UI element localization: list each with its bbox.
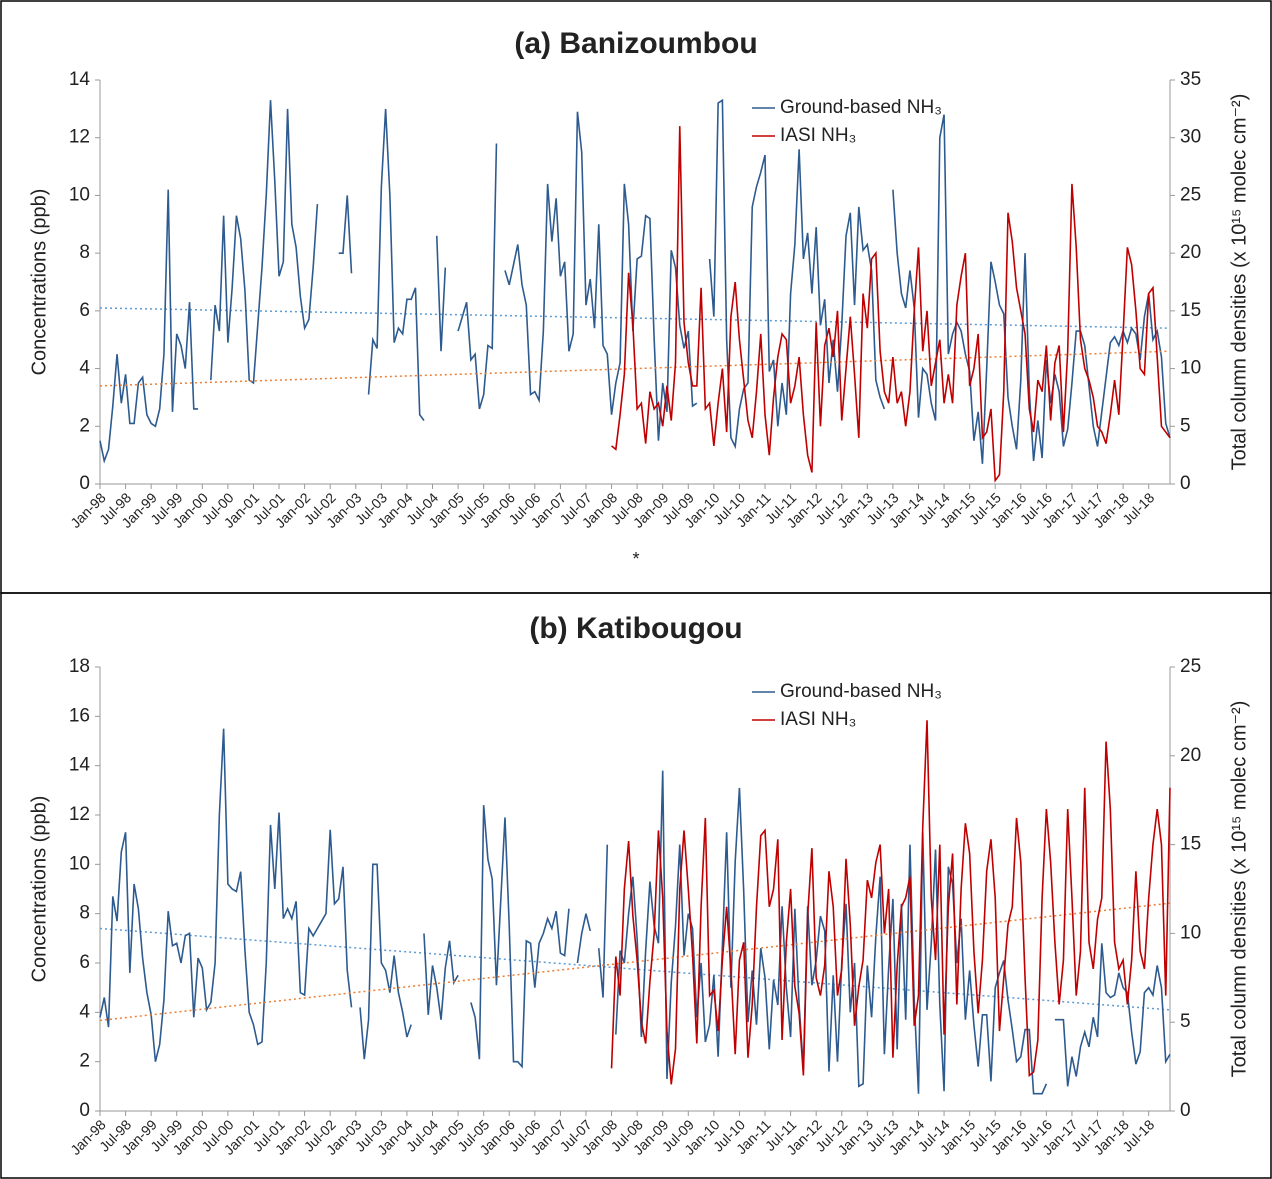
legend-label: IASI NH₃: [780, 125, 856, 146]
y2-tick-label: 10: [1180, 358, 1201, 379]
y-tick-label: 6: [79, 952, 90, 973]
chart-title: (b) Katibougou: [529, 612, 742, 645]
y2-tick-label: 5: [1180, 1011, 1191, 1032]
trend-line: [99, 927, 1171, 1011]
y2-tick-label: 0: [1180, 1100, 1191, 1121]
data-line: [610, 720, 1171, 1085]
y-tick-label: 10: [69, 184, 90, 205]
data-line: [611, 126, 1171, 483]
y2-tick-label: 20: [1180, 745, 1201, 766]
y-axis-label: Concentrations (ppb): [28, 796, 50, 983]
legend-label: Ground-based NH₃: [780, 681, 942, 702]
y2-tick-label: 15: [1180, 834, 1201, 855]
y-tick-label: 10: [69, 853, 90, 874]
y-tick-label: 12: [69, 804, 90, 825]
y-tick-label: 14: [69, 755, 91, 776]
y2-axis-label: Total column densities (x 10¹⁵ molec cm⁻…: [1228, 94, 1250, 471]
trend-line: [99, 307, 1171, 329]
y-tick-label: 8: [79, 903, 90, 924]
legend-label: Ground-based NH₃: [780, 97, 942, 118]
y2-tick-label: 20: [1180, 242, 1201, 263]
y-tick-label: 12: [69, 127, 90, 148]
data-line: [99, 98, 1171, 464]
annotation: *: [632, 549, 639, 569]
y-tick-label: 8: [79, 242, 90, 263]
y-tick-label: 14: [69, 69, 91, 90]
y-tick-label: 4: [79, 1001, 90, 1022]
y2-tick-label: 30: [1180, 127, 1201, 148]
y-tick-label: 0: [79, 1100, 90, 1121]
y-axis-label: Concentrations (ppb): [28, 189, 50, 376]
y2-tick-label: 10: [1180, 922, 1201, 943]
y2-axis-label: Total column densities (x 10¹⁵ molec cm⁻…: [1228, 701, 1250, 1078]
y2-tick-label: 25: [1180, 656, 1201, 677]
y2-tick-label: 35: [1180, 69, 1201, 90]
y-tick-label: 16: [69, 705, 90, 726]
chart-title: (a) Banizoumbou: [514, 27, 757, 60]
y-tick-label: 2: [79, 1051, 90, 1072]
y2-tick-label: 25: [1180, 184, 1201, 205]
y-tick-label: 4: [79, 358, 90, 379]
data-line: [99, 728, 1171, 1095]
panel-border: [0, 592, 1272, 1179]
y2-tick-label: 15: [1180, 300, 1201, 321]
y2-tick-label: 0: [1180, 473, 1191, 494]
legend-label: IASI NH₃: [780, 709, 856, 730]
y-tick-label: 18: [69, 656, 90, 677]
y-tick-label: 6: [79, 300, 90, 321]
y2-tick-label: 5: [1180, 415, 1191, 436]
y-tick-label: 2: [79, 415, 90, 436]
y-tick-label: 0: [79, 473, 90, 494]
